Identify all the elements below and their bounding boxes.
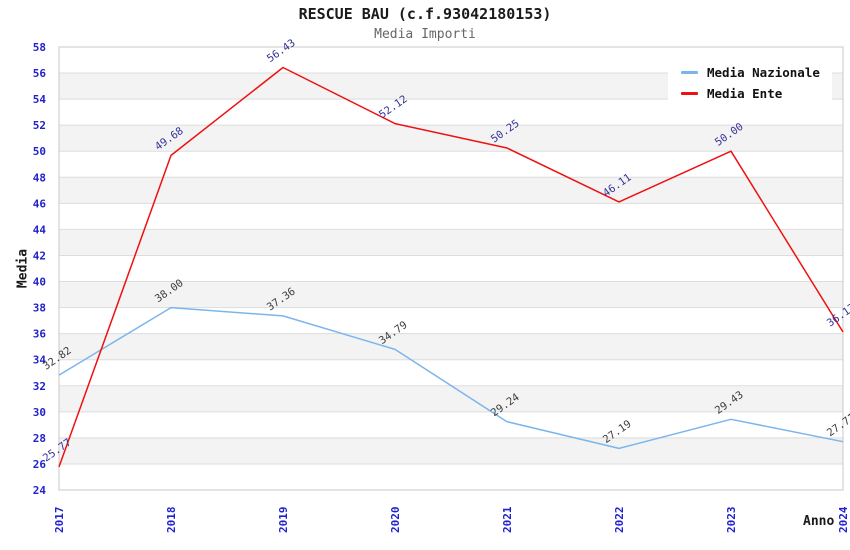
data-point-label: 56.43 bbox=[265, 37, 298, 65]
y-tick-label: 30 bbox=[33, 406, 46, 419]
y-tick-label: 38 bbox=[33, 302, 46, 315]
x-tick-label: 2020 bbox=[389, 507, 402, 534]
y-tick-label: 32 bbox=[33, 380, 46, 393]
y-tick-label: 36 bbox=[33, 328, 47, 341]
y-tick-label: 44 bbox=[33, 223, 47, 236]
plot-band bbox=[59, 177, 843, 204]
legend-item-media-ente: Media Ente bbox=[674, 83, 826, 104]
y-tick-label: 50 bbox=[33, 145, 46, 158]
plot-band bbox=[59, 125, 843, 152]
x-tick-label: 2017 bbox=[53, 507, 66, 534]
chart-subtitle: Media Importi bbox=[374, 27, 476, 42]
y-tick-label: 28 bbox=[33, 432, 46, 445]
plot-band bbox=[59, 385, 843, 412]
y-tick-label: 56 bbox=[33, 67, 47, 80]
y-tick-label: 42 bbox=[33, 249, 46, 262]
series-line-media-ente bbox=[58, 66, 844, 468]
legend-label-ente: Media Ente bbox=[707, 86, 783, 101]
plot-band bbox=[59, 437, 843, 464]
x-axis-title: Anno bbox=[803, 514, 835, 529]
y-tick-label: 24 bbox=[33, 484, 47, 497]
plot-band bbox=[59, 229, 843, 256]
x-tick-label: 2021 bbox=[501, 506, 514, 533]
legend-line-sample-nazionale bbox=[681, 71, 698, 74]
y-tick-label: 48 bbox=[33, 171, 46, 184]
y-tick-label: 26 bbox=[33, 458, 47, 471]
y-tick-label: 34 bbox=[33, 354, 47, 367]
y-tick-label: 46 bbox=[33, 197, 47, 210]
x-tick-label: 2018 bbox=[165, 507, 178, 534]
x-tick-label: 2024 bbox=[837, 506, 850, 533]
chart-title: RESCUE BAU (c.f.93042180153) bbox=[298, 5, 552, 23]
legend-label-nazionale: Media Nazionale bbox=[707, 65, 820, 80]
series-line-media-nazionale bbox=[58, 306, 844, 450]
y-tick-label: 40 bbox=[33, 276, 46, 289]
y-tick-label: 58 bbox=[33, 41, 46, 54]
plot-band bbox=[59, 333, 843, 360]
legend-item-media-nazionale: Media Nazionale bbox=[674, 62, 826, 83]
x-tick-label: 2019 bbox=[277, 507, 290, 534]
plot-border bbox=[58, 46, 844, 491]
plot-band bbox=[59, 281, 843, 308]
x-tick-label: 2022 bbox=[613, 507, 626, 534]
legend: Media Nazionale Media Ente bbox=[668, 57, 832, 109]
y-tick-label: 54 bbox=[33, 93, 47, 106]
legend-line-sample-ente bbox=[681, 92, 698, 95]
x-tick-label: 2023 bbox=[725, 507, 738, 534]
data-point-label: 27.71 bbox=[825, 411, 850, 439]
y-tick-label: 52 bbox=[33, 119, 46, 132]
